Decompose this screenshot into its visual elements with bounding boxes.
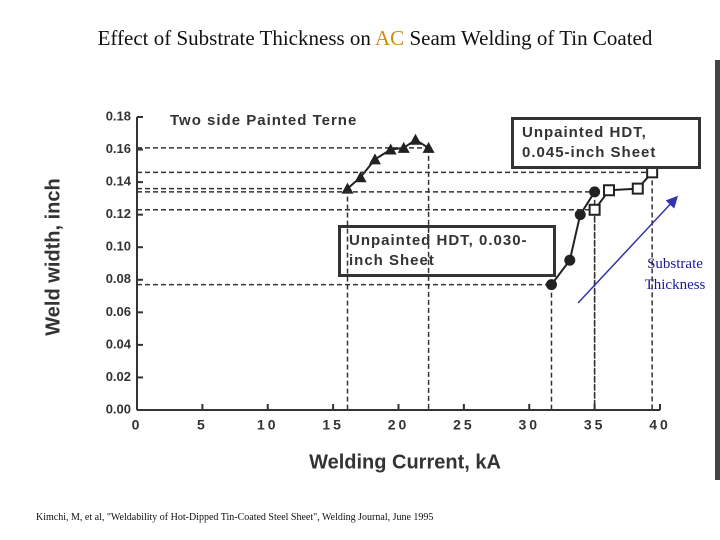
edge-bar [715, 60, 720, 480]
title-part: Effect of Substrate Thickness on [97, 26, 376, 50]
point [397, 141, 410, 153]
annotation-arrow [577, 195, 679, 304]
x-tick-label: 10 [257, 417, 279, 433]
chart-title: Effect of Substrate Thickness on AC Seam… [0, 26, 720, 51]
legend-label: Two side Painted Terne [170, 112, 358, 129]
y-tick-label: 0.18 [106, 108, 131, 123]
y-tick-label: 0.02 [106, 369, 131, 384]
point [368, 153, 381, 165]
legend-label: Unpainted HDT, 0.045-inch Sheet [511, 117, 701, 169]
point [422, 141, 435, 153]
title-part: Seam Welding of Tin Coated [404, 26, 653, 50]
series-line [593, 171, 653, 211]
x-tick-label: 40 [649, 417, 671, 433]
x-tick-label: 5 [197, 417, 208, 433]
y-tick-label: 0.12 [106, 206, 131, 221]
x-tick-label: 25 [453, 417, 475, 433]
title-highlight: AC [375, 26, 405, 50]
y-tick-label: 0.14 [106, 174, 132, 189]
y-tick-label: 0.06 [106, 304, 131, 319]
point [341, 182, 354, 194]
x-tick-label: 0 [132, 417, 143, 433]
source-note: Kimchi, M, et al, "Weldability of Hot-Di… [36, 512, 434, 523]
x-tick-label: 20 [388, 417, 410, 433]
x-tick-label: 15 [322, 417, 344, 433]
y-tick-label: 0.04 [106, 336, 132, 351]
point [354, 171, 367, 183]
point [564, 254, 576, 266]
x-tick-label: 30 [518, 417, 540, 433]
point [588, 203, 601, 216]
annotation: Substrate Thickness [644, 256, 706, 293]
legend-label: Unpainted HDT, 0.030-inch Sheet [338, 225, 556, 277]
y-tick-label: 0.08 [106, 271, 131, 286]
x-axis-label: Welding Current, kA [309, 451, 501, 473]
point [384, 143, 397, 155]
y-axis-label: Weld width, inch [42, 178, 64, 335]
y-tick-label: 0.16 [106, 141, 131, 156]
point [409, 133, 422, 145]
point [603, 184, 616, 197]
point [589, 186, 601, 198]
y-tick-label: 0.10 [106, 239, 131, 254]
point [574, 209, 586, 221]
point [631, 182, 644, 195]
point [545, 279, 557, 291]
y-tick-label: 0.00 [106, 401, 131, 416]
x-tick-label: 35 [584, 417, 606, 433]
series-line [550, 191, 596, 286]
